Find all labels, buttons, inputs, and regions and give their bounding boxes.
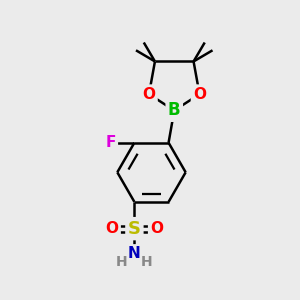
- Text: O: O: [193, 87, 206, 102]
- Text: S: S: [128, 220, 141, 238]
- Text: H: H: [116, 255, 128, 269]
- Text: F: F: [105, 135, 116, 150]
- Text: O: O: [106, 221, 118, 236]
- Text: N: N: [128, 246, 141, 261]
- Text: H: H: [141, 255, 153, 269]
- Text: B: B: [168, 101, 181, 119]
- Text: O: O: [150, 221, 163, 236]
- Text: O: O: [142, 87, 155, 102]
